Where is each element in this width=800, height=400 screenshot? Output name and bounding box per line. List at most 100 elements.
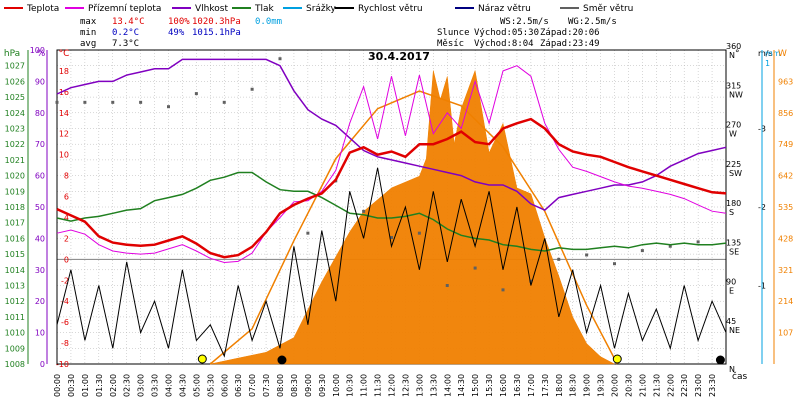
humidity-tick: 50 [35,203,45,212]
x-axis-label: čas [732,371,747,382]
humidity-tick: 70 [35,140,45,149]
pressure-tick: 1012 [5,297,25,306]
humidity-tick: 40 [35,234,45,243]
pressure-tick: 1024 [5,109,25,118]
wind-direction-point [194,92,198,96]
plot-area [55,57,727,365]
sun-label: Slunce [437,28,470,38]
temperature-tick: 16 [59,88,69,97]
legend-label: Tlak [254,4,275,14]
wind-speed-line [56,167,727,358]
pressure-tick: 1018 [5,203,25,212]
stat-min-temp: 0.2°C [112,28,139,38]
wind-unit: m/s [758,49,773,58]
temperature-tick: 12 [59,130,69,139]
solar-tick: 214 [778,297,793,306]
solar-tick: 642 [778,172,793,181]
precip-tick: 1 [765,59,770,68]
humidity-tick: 30 [35,266,45,275]
wind-direction-point [613,262,616,266]
x-tick-label: 23:00 [694,374,703,397]
pressure-tick: 1014 [5,266,25,275]
x-tick-label: 07:00 [248,374,257,397]
wind-direction-point [306,231,310,235]
solar-radiation-area [210,69,615,365]
pressure-tick: 1008 [5,360,25,369]
solar-tick: 749 [778,140,793,149]
x-tick-label: 21:00 [638,374,647,397]
temperature-tick: 2 [64,234,69,243]
temperature-tick: 10 [59,151,69,160]
x-tick-label: 02:00 [109,374,118,397]
direction-tick: 315 [726,81,741,90]
pressure-line [56,171,727,252]
x-tick-label: 20:00 [611,374,620,397]
moon-label: Měsíc [437,39,464,49]
x-tick-label: 19:00 [583,374,592,397]
direction-unit: ° [735,49,740,59]
x-tick-label: 22:00 [666,374,675,397]
x-tick-label: 21:30 [652,374,661,397]
humidity-tick: 90 [35,77,45,86]
direction-tick: 225 [726,160,741,169]
stat-ws: WS:2.5m/s [500,17,549,27]
stat-avg-temp: 7.3°C [112,39,139,49]
pressure-tick: 1023 [5,125,25,134]
x-tick-label: 09:30 [318,374,327,397]
x-tick-label: 06:00 [220,374,229,397]
humidity-line [56,58,727,211]
stats-block: max 13.4°C 100% 1020.3hPa 0.0mm min 0.2°C 49% 10… [80,17,617,49]
moonset-marker [715,355,725,365]
wind-direction-point [111,100,115,104]
x-tick-label: 13:00 [415,374,424,397]
sunrise: Východ:05:30 [474,28,539,38]
x-tick-label: 04:00 [165,374,174,397]
pressure-tick: 1017 [5,219,25,228]
x-tick-label: 01:30 [95,374,104,397]
stat-avg-label: avg [80,39,96,49]
moonrise: Východ:8:04 [474,39,534,49]
x-tick-label: 17:00 [527,374,536,397]
pressure-tick: 1019 [5,187,25,196]
x-tick-label: 11:30 [374,374,383,397]
wind-direction-point [167,105,170,109]
legend-label: Teplota [26,4,59,14]
x-tick-label: 09:00 [304,374,313,397]
precip-unit: mm [765,49,781,58]
sunset: Západ:20:06 [540,28,600,38]
direction-tick: 135 [726,238,741,247]
legend-label: Náraz větru [478,4,531,14]
stat-min-pressure: 1015.1hPa [192,28,241,38]
legend-label: Srážky [306,4,337,14]
x-tick-label: 00:00 [53,374,62,397]
stat-max-precip: 0.0mm [255,17,282,27]
pressure-tick: 1009 [5,344,25,353]
x-tick-label: 23:30 [708,374,717,397]
wind-direction-point [473,266,477,270]
stat-min-label: min [80,28,96,38]
temperature-tick: -2 [61,276,69,285]
legend-label: Směr větru [583,4,633,14]
solar-tick: 856 [778,109,793,118]
wind-direction-point [640,249,644,253]
direction-compass: E [729,287,734,296]
x-tick-label: 18:00 [555,374,564,397]
solar-unit: W [778,49,787,59]
solar-tick: 321 [778,266,793,275]
pressure-tick: 1013 [5,282,25,291]
x-tick-label: 16:30 [513,374,522,397]
temperature-tick: -4 [61,297,69,306]
pressure-tick: 1021 [5,156,25,165]
sunrise-marker [197,354,207,364]
pressure-tick: 1010 [5,329,25,338]
moonset: Západ:23:49 [540,39,600,49]
pressure-unit: hPa [4,49,20,59]
axes: hPa1008100910101011101210131014101510161… [4,42,793,397]
apparent-temperature-line [56,65,727,264]
stat-min-humidity: 49% [168,28,185,38]
wind-direction-point [390,236,393,240]
x-tick-label: 15:30 [485,374,494,397]
temperature-tick: 8 [64,172,69,181]
x-tick-label: 20:30 [624,374,633,397]
humidity-tick: 0 [40,360,45,369]
